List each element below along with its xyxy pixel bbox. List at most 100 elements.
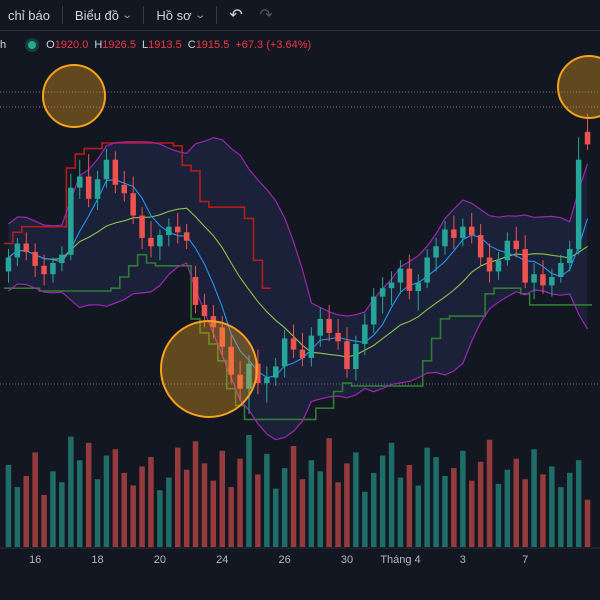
profile-button[interactable]: Hồ sơ ⌄ — [148, 0, 212, 30]
volume-bar — [130, 485, 136, 547]
candle-body — [192, 277, 199, 305]
volume-bar — [166, 477, 172, 547]
volume-bar — [112, 449, 119, 547]
volume-bar — [469, 480, 475, 547]
volume-bar — [50, 471, 56, 547]
candle-body — [469, 226, 475, 236]
volume-bar — [94, 479, 101, 547]
highlight-circle — [160, 320, 258, 418]
volume-bar — [558, 487, 564, 547]
volume-bar — [424, 447, 430, 547]
candle-body — [326, 318, 332, 333]
candle-body — [575, 159, 582, 250]
volume-bar — [41, 494, 47, 547]
x-tick-label: Tháng 4 — [380, 554, 420, 566]
candle-body — [317, 318, 323, 336]
candle-body — [183, 232, 190, 241]
candle-body — [308, 335, 315, 358]
chevron-down-icon: ⌄ — [121, 9, 134, 21]
highlight-circle — [42, 64, 106, 128]
volume-bar — [504, 469, 511, 547]
toolbar-divider — [216, 6, 218, 24]
candle-body — [486, 257, 493, 272]
candle-body — [451, 229, 457, 238]
volume-bar — [14, 487, 21, 547]
redo-button[interactable]: ↷ — [251, 0, 281, 30]
ma-fast-line — [8, 179, 589, 379]
candle-body — [228, 346, 234, 375]
candle-body — [397, 268, 404, 283]
candle-body — [255, 363, 261, 384]
indicators-button[interactable]: chỉ báo — [0, 0, 58, 30]
undo-button[interactable]: ↶ — [221, 0, 251, 30]
low-label: L — [141, 39, 149, 51]
candle-body — [558, 263, 564, 277]
toolbar-divider — [143, 6, 145, 24]
candle-body — [549, 277, 555, 286]
candle-body — [335, 332, 341, 342]
volume-bar — [228, 487, 234, 547]
candle-body — [477, 235, 484, 258]
volume-bar — [575, 460, 582, 547]
volume-bar — [335, 482, 341, 547]
bollinger-band-fill — [8, 137, 588, 440]
candle-body — [344, 341, 350, 370]
candle-body — [41, 265, 47, 275]
close-value: 1915.5 — [195, 39, 230, 51]
volume-bar — [549, 466, 555, 547]
candle-body — [112, 159, 119, 185]
chart-type-button[interactable]: Biểu đồ ⌄ — [67, 0, 139, 30]
candle-body — [504, 240, 511, 261]
candle-body — [415, 282, 421, 291]
top-toolbar: chỉ báo Biểu đồ ⌄ Hồ sơ ⌄ ↶ ↷ — [0, 0, 600, 31]
volume-bar — [584, 499, 591, 547]
volume-bar — [406, 465, 413, 547]
chart-type-label: Biểu đồ — [74, 7, 120, 23]
ohlc-legend: h O 1920.0 H 1926.5 L 1913.5 C 1915.5 +6… — [0, 36, 311, 54]
candle-body — [121, 184, 127, 194]
candle-body — [540, 274, 546, 286]
volume-bar — [281, 468, 288, 547]
bollinger-lower-line — [8, 262, 589, 441]
candle-body — [567, 249, 573, 264]
volume-bar — [264, 453, 270, 547]
candle-body — [68, 187, 74, 255]
candle-body — [103, 159, 110, 180]
volume-bar — [103, 455, 110, 547]
volume-bar — [415, 485, 421, 547]
candle-body — [50, 263, 56, 275]
volume-bar — [148, 457, 154, 547]
candle-body — [353, 344, 359, 370]
market-status-icon — [28, 41, 37, 49]
volume-bar — [326, 438, 332, 547]
candle-body — [59, 254, 65, 264]
candle-body — [175, 226, 181, 233]
x-tick-label: 16 — [29, 554, 41, 566]
candle-body — [273, 366, 279, 378]
profile-label: Hồ sơ — [156, 7, 192, 23]
volume-bar — [353, 452, 359, 547]
x-tick-label: 20 — [154, 554, 166, 566]
chevron-down-icon: ⌄ — [193, 9, 206, 21]
candle-body — [201, 304, 208, 317]
candle-body — [406, 268, 413, 291]
candle-body — [371, 296, 377, 325]
volume-bar — [362, 491, 368, 547]
open-value: 1920.0 — [54, 39, 89, 51]
volume-bar — [379, 455, 386, 547]
candle-body — [522, 249, 528, 283]
volume-bar — [183, 469, 190, 547]
candle-body — [584, 131, 591, 145]
volume-bar — [219, 450, 225, 547]
volume-bar — [522, 479, 528, 547]
volume-bar — [237, 458, 243, 547]
bollinger-upper-line — [8, 137, 589, 317]
volume-bar — [210, 480, 217, 547]
high-label: H — [94, 39, 103, 51]
volume-bar — [477, 461, 484, 547]
candle-body — [442, 229, 448, 247]
trailing-stop-red — [4, 142, 272, 290]
volume-bar — [290, 446, 297, 547]
open-label: O — [46, 39, 55, 51]
